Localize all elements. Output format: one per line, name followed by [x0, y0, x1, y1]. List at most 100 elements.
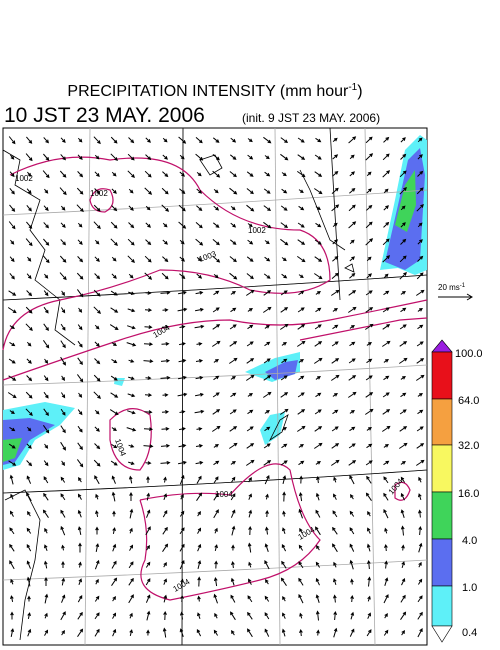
- wind-vector: [94, 409, 100, 415]
- map-frame: [2, 127, 428, 646]
- wind-vector: [366, 171, 372, 177]
- wind-vector: [212, 409, 221, 415]
- wind-vector: [178, 221, 187, 229]
- wind-vector: [44, 443, 49, 449]
- wind-vector: [400, 376, 406, 380]
- wind-vector: [366, 256, 372, 262]
- wind-vector: [384, 543, 388, 552]
- wind-vector: [9, 510, 14, 517]
- wind-vector: [417, 239, 423, 245]
- wind-vector: [382, 392, 390, 398]
- wind-vector: [128, 461, 135, 465]
- wind-vector: [315, 307, 322, 313]
- wind-vector: [128, 594, 134, 604]
- wind-vector: [77, 493, 82, 500]
- colorbar-segment: [431, 538, 453, 587]
- wind-vector: [382, 324, 391, 330]
- wind-vector: [44, 527, 48, 534]
- wind-vector: [25, 323, 33, 331]
- wind-vector: [400, 291, 406, 295]
- wind-vector: [60, 340, 66, 349]
- wind-vector: [401, 561, 405, 569]
- wind-vector: [78, 542, 82, 553]
- wind-vector: [162, 154, 168, 160]
- wind-vector: [43, 408, 49, 417]
- wind-vector: [213, 375, 220, 381]
- wind-vector: [333, 610, 338, 621]
- wind-vector: [43, 222, 49, 229]
- wind-vector: [144, 308, 153, 312]
- wind-vector: [111, 475, 116, 484]
- colorbar-segment: [431, 444, 453, 493]
- wind-vector: [94, 324, 100, 330]
- wind-vector: [263, 290, 272, 296]
- colorbar-label: 1.0: [462, 582, 477, 594]
- wind-vector: [43, 238, 50, 246]
- wind-vector: [417, 308, 423, 312]
- wind-vector: [179, 510, 185, 517]
- wind-vector: [10, 493, 14, 500]
- wind-vector: [212, 170, 221, 178]
- wind-vector: [297, 409, 306, 415]
- wind-vector: [179, 611, 184, 620]
- wind-vector: [281, 427, 287, 431]
- wind-vector: [77, 222, 83, 228]
- wind-vector: [213, 629, 219, 636]
- wind-vector: [366, 342, 372, 346]
- wind-vector: [60, 611, 66, 621]
- wind-vector: [94, 628, 100, 637]
- wind-vector: [146, 545, 150, 551]
- wind-vector: [94, 154, 100, 160]
- wind-vector: [177, 375, 187, 380]
- colorbar-label: 16.0: [458, 488, 479, 500]
- wind-vector: [247, 409, 254, 415]
- wind-vector: [382, 170, 391, 178]
- wind-vector: [8, 290, 17, 296]
- wind-vector: [416, 426, 424, 432]
- wind-vector: [197, 543, 202, 552]
- wind-vector: [111, 205, 118, 212]
- wind-vector: [9, 187, 15, 195]
- wind-vector: [213, 576, 218, 587]
- wind-vector: [8, 358, 16, 364]
- wind-vector: [43, 460, 49, 467]
- wind-vector: [367, 576, 372, 587]
- wind-vector: [127, 325, 136, 330]
- wind-vector: [314, 256, 323, 262]
- wind-vector: [213, 476, 219, 484]
- wind-vector: [77, 324, 83, 331]
- wind-vector: [179, 171, 185, 177]
- wind-vector: [248, 509, 253, 518]
- wind-vector: [179, 325, 186, 329]
- wind-vector: [315, 561, 321, 568]
- wind-vector: [229, 341, 238, 347]
- colorbar-label: 32.0: [458, 440, 479, 452]
- wind-vector: [417, 628, 423, 638]
- wind-vector: [197, 527, 202, 534]
- wind-vector: [399, 324, 407, 330]
- wind-vector: [350, 494, 354, 500]
- wind-vector: [315, 509, 321, 518]
- wind-vector: [8, 443, 16, 449]
- wind-vector: [383, 594, 389, 604]
- wind-vector: [77, 256, 84, 263]
- wind-vector: [333, 627, 338, 638]
- wind-vector: [111, 560, 117, 569]
- wind-vector: [94, 426, 100, 432]
- wind-vector: [316, 545, 320, 551]
- wind-vector: [383, 629, 389, 636]
- wind-vector: [59, 187, 67, 196]
- wind-vector: [316, 475, 320, 484]
- wind-vector: [110, 153, 118, 161]
- wind-vector: [26, 560, 31, 569]
- wind-vector: [263, 221, 272, 229]
- wind-vector: [315, 206, 321, 210]
- wind-vector: [399, 255, 407, 263]
- wind-vector: [417, 595, 423, 603]
- wind-vector: [263, 273, 271, 279]
- wind-reference-label: 20 ms-1: [438, 283, 466, 292]
- wind-vector: [383, 375, 390, 381]
- wind-vector: [382, 340, 391, 347]
- wind-vector: [61, 460, 65, 466]
- wind-vector: [111, 256, 117, 262]
